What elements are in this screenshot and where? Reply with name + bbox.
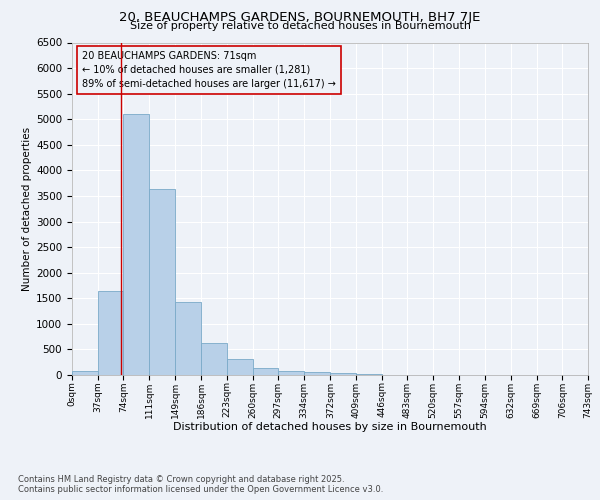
Text: 20 BEAUCHAMPS GARDENS: 71sqm
← 10% of detached houses are smaller (1,281)
89% of: 20 BEAUCHAMPS GARDENS: 71sqm ← 10% of de… (82, 51, 336, 89)
Text: Size of property relative to detached houses in Bournemouth: Size of property relative to detached ho… (130, 21, 470, 31)
Y-axis label: Number of detached properties: Number of detached properties (22, 126, 32, 291)
Bar (201, 344, 227, 375)
Bar (356, 374, 382, 375)
Bar (124, 114, 149, 375)
Bar (98, 290, 124, 375)
Text: Contains HM Land Registry data © Crown copyright and database right 2025.
Contai: Contains HM Land Registry data © Crown c… (18, 474, 383, 494)
Bar (72, 371, 98, 375)
Bar (304, 372, 331, 375)
Bar (278, 370, 304, 375)
Bar (331, 374, 356, 375)
Bar (253, 368, 278, 375)
Text: 20, BEAUCHAMPS GARDENS, BOURNEMOUTH, BH7 7JE: 20, BEAUCHAMPS GARDENS, BOURNEMOUTH, BH7… (119, 11, 481, 24)
Bar (149, 190, 175, 375)
Bar (227, 359, 253, 375)
X-axis label: Distribution of detached houses by size in Bournemouth: Distribution of detached houses by size … (173, 422, 487, 432)
Bar (175, 302, 201, 375)
